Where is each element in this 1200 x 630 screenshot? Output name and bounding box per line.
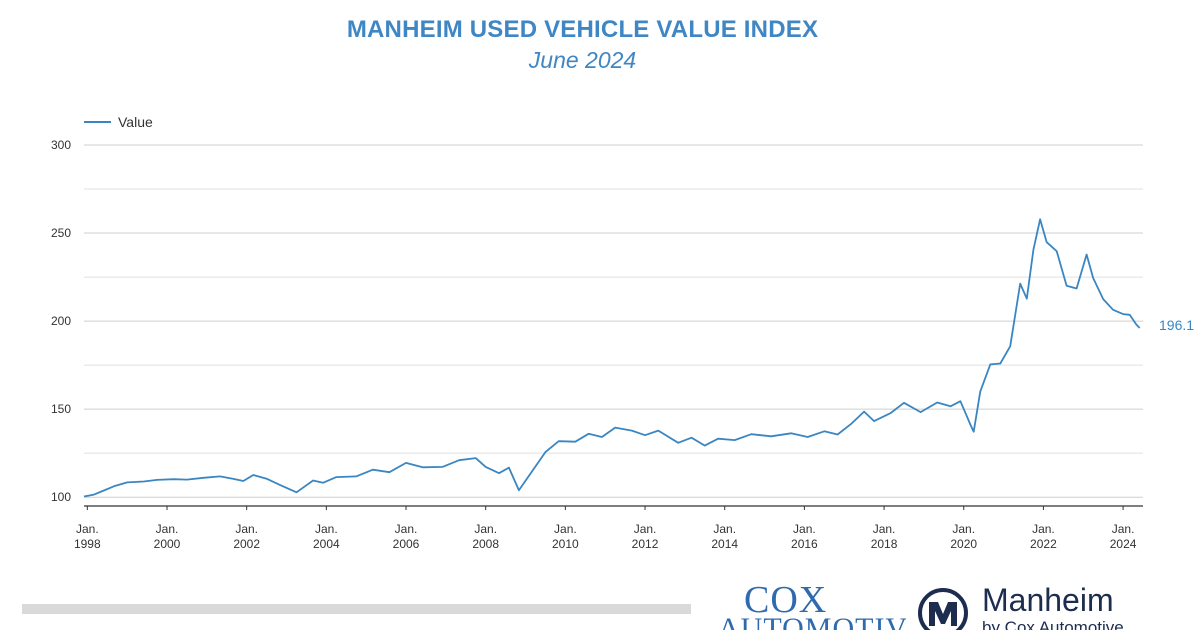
x-tick-label-month: Jan.	[713, 522, 736, 536]
x-tick-label-month: Jan.	[873, 522, 896, 536]
x-tick-label-month: Jan.	[235, 522, 258, 536]
x-tick-label-month: Jan.	[1112, 522, 1135, 536]
x-tick-label-year: 2024	[1110, 537, 1137, 551]
manheim-m-icon	[918, 588, 968, 630]
x-tick-label-month: Jan.	[156, 522, 179, 536]
manheim-logo: Manheim by Cox Automotive	[916, 584, 1200, 630]
x-tick-label-year: 2018	[871, 537, 898, 551]
footer-bar	[22, 604, 691, 614]
x-tick-label-year: 2004	[313, 537, 340, 551]
y-tick-label: 100	[51, 490, 71, 504]
chart-title: MANHEIM USED VEHICLE VALUE INDEX	[346, 16, 819, 43]
x-tick-label-month: Jan.	[474, 522, 497, 536]
x-tick-label-year: 2002	[233, 537, 260, 551]
x-tick-label-month: Jan.	[793, 522, 816, 536]
x-tick-label-year: 2008	[472, 537, 499, 551]
y-tick-label: 200	[51, 314, 71, 328]
y-tick-label: 150	[51, 402, 71, 416]
x-tick-label-year: 2000	[154, 537, 181, 551]
series-line-value	[83, 218, 1141, 498]
end-value-label: 196.1	[1159, 317, 1194, 333]
manheim-logo-tagline: by Cox Automotive	[982, 618, 1124, 630]
x-tick-label-month: Jan.	[1032, 522, 1055, 536]
x-tick-label-month: Jan.	[554, 522, 577, 536]
x-tick-label-month: Jan.	[952, 522, 975, 536]
series-layer	[83, 218, 1141, 498]
x-tick-label-year: 2006	[393, 537, 420, 551]
chart-subtitle: June 2024	[528, 47, 637, 73]
grid-lines	[84, 144, 1143, 507]
x-tick-label-month: Jan.	[76, 522, 99, 536]
x-axis-ticks: Jan.1998Jan.2000Jan.2002Jan.2004Jan.2006…	[74, 506, 1137, 551]
x-tick-label-year: 2012	[632, 537, 659, 551]
x-tick-label-year: 2022	[1030, 537, 1057, 551]
x-tick-label-month: Jan.	[315, 522, 338, 536]
y-tick-label: 250	[51, 226, 71, 240]
y-axis-ticks: 100 150 200 250 300	[51, 138, 71, 504]
legend-label-value: Value	[118, 114, 153, 130]
cox-logo-automotive: AUTOMOTIVE	[718, 612, 906, 630]
x-tick-label-year: 2016	[791, 537, 818, 551]
cox-automotive-logo: COX AUTOMOTIVE	[716, 580, 906, 630]
y-tick-label: 300	[51, 138, 71, 152]
legend: Value	[84, 114, 153, 130]
x-tick-label-month: Jan.	[634, 522, 657, 536]
x-tick-label-year: 2014	[711, 537, 738, 551]
cox-logo-word: COX	[744, 580, 828, 621]
x-tick-label-year: 2020	[950, 537, 977, 551]
x-tick-label-month: Jan.	[395, 522, 418, 536]
x-tick-label-year: 1998	[74, 537, 101, 551]
manheim-logo-word: Manheim	[982, 584, 1114, 618]
x-tick-label-year: 2010	[552, 537, 579, 551]
